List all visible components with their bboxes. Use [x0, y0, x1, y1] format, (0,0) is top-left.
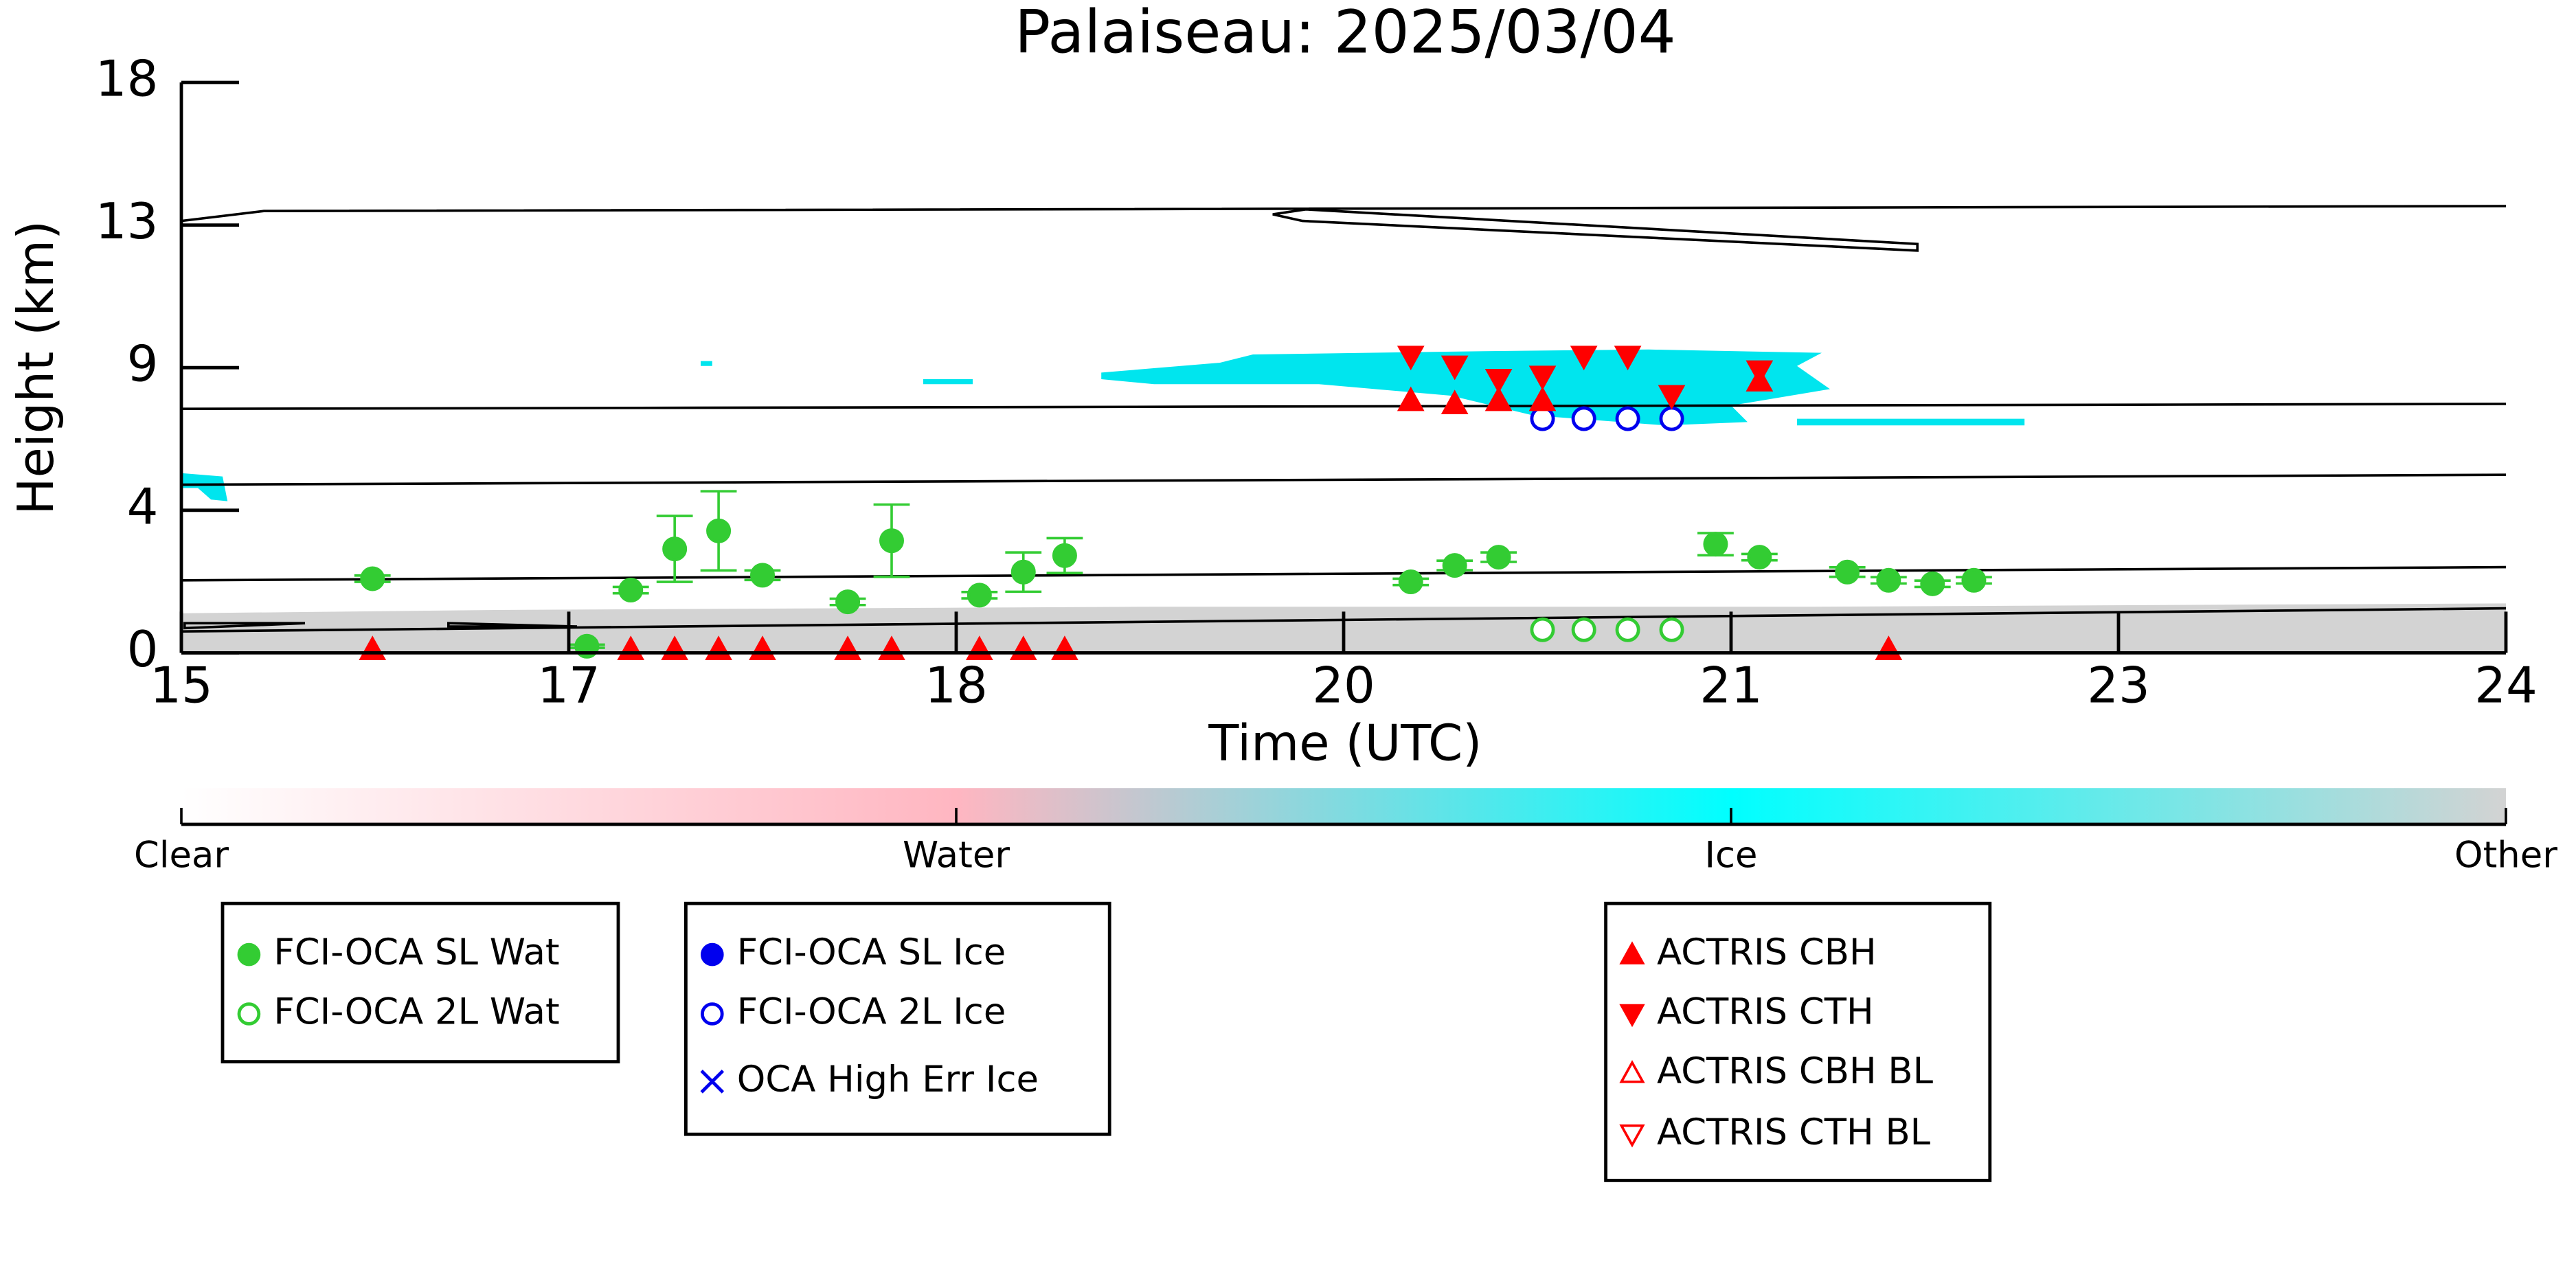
legend-marker: [237, 1002, 261, 1026]
contour-line: [181, 205, 2507, 223]
point: [706, 518, 732, 543]
legend-marker: [701, 942, 724, 967]
point: [967, 583, 992, 608]
legend-label: FCI-OCA SL Wat: [273, 931, 559, 973]
point: [1530, 617, 1555, 642]
legend-marker: [1619, 1060, 1645, 1083]
point: [1397, 346, 1425, 371]
point: [1659, 617, 1684, 642]
x-tick-label: 17: [537, 657, 600, 714]
y-axis-label: Height (km): [7, 221, 65, 515]
ice-cloud: [1797, 418, 2025, 426]
legend-marker: [1619, 941, 1645, 964]
colorbar-label: Ice: [1704, 835, 1757, 877]
contour-line: [181, 403, 2507, 410]
colorbar: [181, 788, 2506, 824]
legend-marker: [701, 1002, 724, 1026]
legend-label: FCI-OCA SL Ice: [737, 931, 1006, 973]
point: [1747, 545, 1772, 570]
x-tick-label: 15: [150, 657, 213, 714]
x-tick-label: 18: [925, 657, 988, 714]
plot-area: [354, 346, 1992, 661]
colorbar-label: Clear: [134, 835, 229, 877]
point: [1571, 406, 1596, 431]
legend-label: OCA High Err Ice: [737, 1059, 1039, 1100]
point: [1440, 389, 1469, 415]
legend-box: [684, 901, 1111, 1136]
point: [1745, 360, 1774, 385]
point: [1835, 559, 1860, 585]
legend: FCI-OCA SL Wat FCI-OCA 2L Wat FCI-OCA SL I…: [221, 901, 1992, 1182]
cloud-mask: [181, 349, 2506, 653]
ice-cloud: [701, 361, 973, 385]
point: [1703, 532, 1728, 557]
point: [618, 578, 644, 603]
point: [360, 566, 385, 591]
y-tick-label: 18: [95, 50, 159, 108]
contour-line: [1272, 207, 1919, 252]
contour-line: [183, 622, 578, 630]
chart-title: Palaiseau: 2025/03/04: [1015, 0, 1675, 67]
point: [1615, 617, 1640, 642]
point: [1570, 346, 1598, 371]
contour-line: [181, 473, 2507, 486]
x-axis-label: Time (UTC): [1208, 714, 1482, 772]
legend-box: [1604, 901, 1992, 1182]
point: [1571, 617, 1596, 642]
y-tick-label: 9: [127, 335, 159, 393]
y-tick-label: 4: [127, 477, 159, 535]
legend-label: ACTRIS CTH BL: [1657, 1111, 1931, 1153]
point: [1484, 369, 1513, 394]
point: [1659, 406, 1684, 431]
point: [1398, 569, 1423, 595]
x-tick-label: 20: [1312, 657, 1375, 714]
point: [1961, 567, 1987, 593]
legend-marker: [700, 1070, 725, 1094]
legend-marker: [1619, 1124, 1645, 1148]
x-tick-label: 21: [1699, 657, 1763, 714]
contour-line: [181, 565, 2507, 582]
point: [1010, 559, 1036, 585]
point: [879, 528, 904, 554]
legend-label: ACTRIS CBH: [1657, 931, 1877, 973]
point: [1486, 545, 1511, 570]
ice-cloud: [181, 473, 228, 501]
point: [1440, 355, 1469, 381]
point: [750, 563, 775, 588]
point: [1528, 386, 1557, 411]
y-tick-label: 13: [95, 192, 159, 250]
point: [662, 536, 688, 562]
legend-label: FCI-OCA 2L Ice: [737, 991, 1006, 1033]
legend-marker: [1619, 1004, 1645, 1028]
x-tick-label: 24: [2474, 657, 2538, 714]
point: [1876, 567, 1901, 593]
legend-marker: [237, 942, 261, 967]
point: [835, 589, 861, 615]
legend-label: ACTRIS CTH: [1657, 991, 1874, 1033]
point: [1530, 406, 1555, 431]
x-tick-label: 23: [2087, 657, 2150, 714]
point: [1615, 406, 1640, 431]
legend-label: ACTRIS CBH BL: [1657, 1050, 1934, 1092]
colorbar-label: Water: [903, 835, 1010, 877]
contours: [181, 205, 2507, 633]
legend-box: [221, 901, 620, 1063]
legend-label: FCI-OCA 2L Wat: [273, 991, 559, 1033]
point: [1614, 346, 1642, 371]
point: [1658, 385, 1686, 410]
point: [1397, 386, 1425, 411]
point: [1052, 543, 1077, 568]
colorbar-label: Other: [2454, 835, 2557, 877]
point: [1528, 365, 1557, 391]
point: [1442, 553, 1467, 578]
point: [1920, 571, 1945, 596]
y-tick-label: 0: [127, 620, 159, 678]
point: [1484, 386, 1513, 411]
